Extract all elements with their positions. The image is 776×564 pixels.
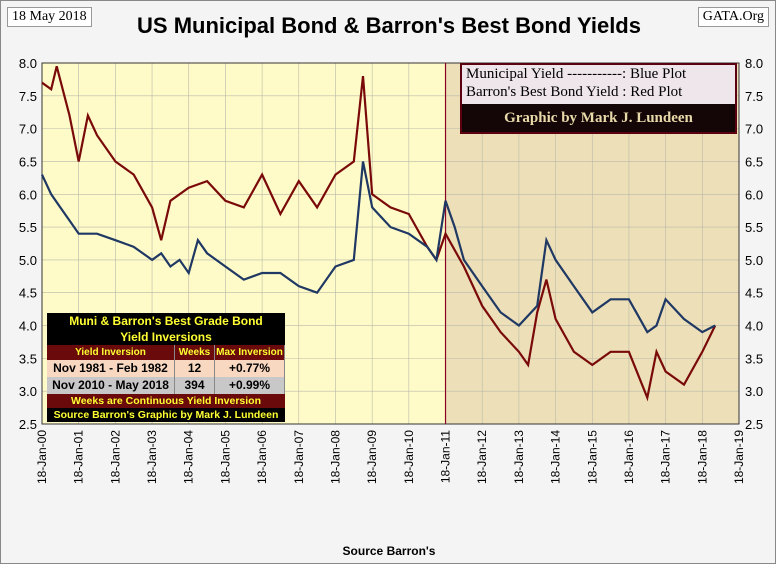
- cell: Nov 1981 - Feb 1982: [47, 360, 175, 377]
- y-tick-label-right: 4.0: [745, 319, 763, 334]
- x-tick-label: 18-Jan-01: [72, 430, 86, 484]
- y-tick-label-left: 5.0: [19, 253, 37, 268]
- plot-border: [41, 62, 740, 425]
- y-tick-label-left: 3.0: [19, 384, 37, 399]
- y-tick-label-right: 2.5: [745, 417, 763, 432]
- table-title: Muni & Barron's Best Grade Bond: [69, 314, 263, 328]
- y-tick-label-left: 4.5: [19, 286, 37, 301]
- y-tick-label-left: 2.5: [19, 417, 37, 432]
- x-tick-label: 18-Jan-17: [659, 430, 673, 484]
- legend-blue: Municipal Yield -----------: Blue Plot: [466, 66, 687, 82]
- x-tick-label: 18-Jan-15: [585, 430, 599, 484]
- legend-credit: Graphic by Mark J. Lundeen: [462, 104, 735, 132]
- cell: 12: [175, 360, 215, 377]
- header-cell: Weeks: [175, 345, 215, 360]
- legend: Municipal Yield -----------: Blue Plot B…: [460, 63, 737, 134]
- x-tick-label: 18-Jan-02: [108, 430, 122, 484]
- cell: Nov 2010 - May 2018: [47, 377, 175, 394]
- y-tick-label-right: 8.0: [745, 56, 763, 71]
- y-tick-label-right: 3.0: [745, 384, 763, 399]
- y-tick-label-left: 3.5: [19, 351, 37, 366]
- site-label: GATA.Org: [697, 7, 769, 27]
- y-tick-label-right: 6.0: [745, 187, 763, 202]
- y-tick-label-left: 5.5: [19, 220, 37, 235]
- chart-title: US Municipal Bond & Barron's Best Bond Y…: [137, 13, 641, 38]
- x-tick-label: 18-Jan-00: [35, 430, 49, 484]
- y-tick-label-left: 7.0: [19, 122, 37, 137]
- x-tick-label: 18-Jan-03: [145, 430, 159, 484]
- x-tick-label: 18-Jan-19: [732, 430, 746, 484]
- x-axis-label: Source Barron's: [342, 544, 436, 558]
- x-tick-label: 18-Jan-14: [549, 430, 563, 484]
- y-tick-label-left: 6.0: [19, 187, 37, 202]
- legend-red: Barron's Best Bond Yield : Red Plot: [466, 84, 683, 100]
- x-tick-label: 18-Jan-18: [695, 430, 709, 484]
- x-tick-label: 18-Jan-13: [512, 430, 526, 484]
- y-tick-label-left: 4.0: [19, 319, 37, 334]
- header-cell: Yield Inversion: [47, 345, 175, 360]
- table-row: Nov 2010 - May 2018 394 +0.99%: [47, 377, 285, 394]
- y-tick-label-right: 7.0: [745, 122, 763, 137]
- x-tick-label: 18-Jan-04: [182, 430, 196, 484]
- x-tick-label: 18-Jan-05: [218, 430, 232, 484]
- y-tick-label-left: 7.5: [19, 89, 37, 104]
- table-subtitle: Yield Inversions: [120, 330, 212, 344]
- x-tick-label: 18-Jan-10: [402, 430, 416, 484]
- cell: +0.99%: [215, 377, 285, 394]
- date-label: 18 May 2018: [7, 7, 92, 27]
- table-row: Nov 1981 - Feb 1982 12 +0.77%: [47, 360, 285, 377]
- x-tick-label: 18-Jan-11: [439, 430, 453, 483]
- y-tick-label-right: 7.5: [745, 89, 763, 104]
- y-tick-label-left: 6.5: [19, 154, 37, 169]
- y-tick-label-right: 6.5: [745, 154, 763, 169]
- y-tick-label-right: 5.0: [745, 253, 763, 268]
- table-source: Source Barron's Graphic by Mark J. Lunde…: [53, 409, 279, 421]
- cell: 394: [175, 377, 215, 394]
- y-tick-label-right: 4.5: [745, 286, 763, 301]
- series-line-barrons: [41, 66, 717, 402]
- cell: +0.77%: [215, 360, 285, 377]
- x-tick-label: 18-Jan-07: [292, 430, 306, 484]
- inversion-table: Muni & Barron's Best Grade Bond Yield In…: [47, 313, 285, 422]
- table-header: Yield Inversion Weeks Max Inversion: [47, 345, 285, 360]
- table-footer: Weeks are Continuous Yield Inversion: [47, 394, 285, 408]
- y-tick-label-right: 5.5: [745, 220, 763, 235]
- x-tick-label: 18-Jan-08: [328, 430, 342, 484]
- x-tick-label: 18-Jan-16: [622, 430, 636, 484]
- x-tick-label: 18-Jan-06: [255, 430, 269, 484]
- x-tick-label: 18-Jan-12: [475, 430, 489, 484]
- x-tick-label: 18-Jan-09: [365, 430, 379, 484]
- series-line-municipal: [41, 161, 716, 334]
- header-cell: Max Inversion: [215, 345, 285, 360]
- y-tick-label-left: 8.0: [19, 56, 37, 71]
- y-tick-label-right: 3.5: [745, 351, 763, 366]
